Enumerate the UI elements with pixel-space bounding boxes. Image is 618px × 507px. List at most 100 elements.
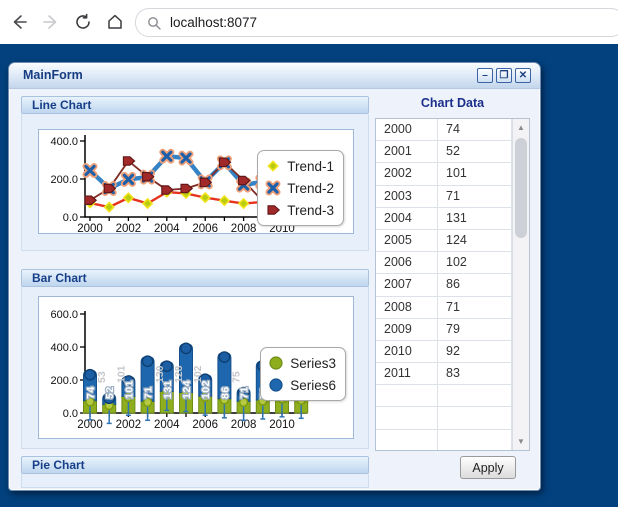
back-icon[interactable] [10,13,28,31]
legend-item-series6: Series6 [268,374,336,396]
legend-item-trend-1: Trend-1 [265,155,334,177]
svg-text:102: 102 [200,380,212,399]
table-row[interactable]: 2008 71 [376,296,512,319]
year-cell[interactable] [376,407,438,429]
table-row[interactable] [376,429,512,450]
reload-icon[interactable] [74,13,92,31]
legend-item-trend-3: Trend-3 [265,199,334,221]
svg-text:75: 75 [231,371,243,383]
table-scrollbar[interactable]: ▲ ▼ [512,119,529,450]
table-row[interactable]: 2007 86 [376,274,512,297]
bar-chart-group: Bar Chart 0.0 200.0 400.0 600.0 2000 2002 2004… [21,269,369,449]
svg-text:71: 71 [143,386,155,399]
svg-text:2004: 2004 [154,419,180,431]
home-icon[interactable] [106,13,124,31]
svg-text:102: 102 [192,365,204,383]
svg-text:0.0: 0.0 [63,212,78,224]
value-cell[interactable]: 92 [438,340,512,363]
value-cell[interactable]: 74 [438,119,512,141]
svg-text:53: 53 [96,371,108,383]
year-cell[interactable]: 2006 [376,252,438,274]
svg-text:600.0: 600.0 [50,309,78,321]
year-cell[interactable]: 2005 [376,229,438,252]
svg-text:130: 130 [154,365,166,383]
table-row[interactable]: 2003 71 [376,185,512,208]
year-cell[interactable] [376,385,438,407]
table-row[interactable]: 2009 79 [376,318,512,341]
table-body: 2000 74 2001 52 2002 101 2003 71 2004 131 2005 124 2… [376,119,512,450]
bar-chart: 0.0 200.0 400.0 600.0 2000 2002 2004 2006 2008 20… [50,309,309,431]
line-chart-legend: Trend-1 Trend-2 Trend-3 [257,150,344,226]
svg-text:101: 101 [115,365,127,383]
value-cell[interactable] [438,385,512,407]
value-cell[interactable] [438,407,512,429]
window-titlebar[interactable]: MainForm – ❐ ✕ [9,63,540,89]
svg-text:52: 52 [104,386,116,399]
year-cell[interactable] [376,429,438,450]
line-chart-header: Line Chart [21,96,369,114]
close-button[interactable]: ✕ [515,68,531,83]
bar-chart-legend: Series3 Series6 [260,347,346,401]
scrollbar-thumb[interactable] [515,138,527,238]
page-background: MainForm – ❐ ✕ Line Chart 0.0 200.0 400.0 2… [0,44,618,507]
year-cell[interactable]: 2002 [376,163,438,185]
year-cell[interactable]: 2001 [376,141,438,163]
table-row[interactable]: 2005 124 [376,229,512,253]
forward-icon [42,13,60,31]
svg-text:200.0: 200.0 [50,174,78,186]
table-row[interactable] [376,385,512,408]
value-cell[interactable]: 101 [438,163,512,185]
table-row[interactable]: 2010 92 [376,340,512,364]
table-title: Chart Data [420,96,485,110]
value-cell[interactable]: 71 [438,185,512,207]
svg-text:0.0: 0.0 [63,408,78,420]
svg-text:2000: 2000 [77,419,103,431]
year-cell[interactable]: 2007 [376,274,438,296]
svg-text:2000: 2000 [77,223,103,233]
value-cell[interactable]: 71 [438,296,512,318]
value-cell[interactable]: 86 [438,274,512,296]
minimize-button[interactable]: – [477,68,493,83]
svg-text:124: 124 [181,380,193,399]
table-row[interactable]: 2004 131 [376,207,512,230]
data-column: Chart Data 2000 74 2001 52 2002 101 2003 71 2004… [375,96,530,479]
value-cell[interactable]: 124 [438,229,512,252]
svg-text:86: 86 [219,386,231,399]
year-cell[interactable]: 2003 [376,185,438,207]
value-cell[interactable]: 52 [438,141,512,163]
year-cell[interactable]: 2008 [376,296,438,318]
window-title: MainForm [23,68,83,82]
line-chart-group: Line Chart 0.0 200.0 400.0 2000 2002 2004 2006… [21,96,369,251]
maximize-button[interactable]: ❐ [496,68,512,83]
svg-text:2006: 2006 [192,419,218,431]
table-row[interactable]: 2002 101 [376,163,512,186]
value-cell[interactable]: 102 [438,252,512,274]
value-cell[interactable]: 131 [438,207,512,229]
table-row[interactable] [376,407,512,430]
year-cell[interactable]: 2009 [376,318,438,340]
value-cell[interactable] [438,429,512,450]
scroll-down-icon[interactable]: ▼ [517,437,525,446]
table-row[interactable]: 2000 74 [376,119,512,142]
mainform-window: MainForm – ❐ ✕ Line Chart 0.0 200.0 400.0 2… [8,62,541,491]
year-cell[interactable]: 2000 [376,119,438,141]
year-cell[interactable]: 2010 [376,340,438,363]
legend-item-series3: Series3 [268,352,336,374]
scroll-up-icon[interactable]: ▲ [517,123,525,132]
svg-text:2010: 2010 [269,419,295,431]
table-row[interactable]: 2011 83 [376,363,512,386]
table-row[interactable]: 2006 102 [376,252,512,275]
svg-text:200.0: 200.0 [50,375,78,387]
table-row[interactable]: 2001 52 [376,141,512,164]
address-bar[interactable]: localhost:8077 [135,8,618,37]
svg-text:2008: 2008 [231,223,257,233]
value-cell[interactable]: 83 [438,363,512,385]
year-cell[interactable]: 2004 [376,207,438,229]
svg-text:400.0: 400.0 [50,136,78,148]
apply-button[interactable]: Apply [460,456,516,479]
svg-text:2002: 2002 [116,223,142,233]
url-text: localhost:8077 [170,15,258,30]
svg-text:2010: 2010 [269,223,295,233]
year-cell[interactable]: 2011 [376,363,438,385]
value-cell[interactable]: 79 [438,318,512,340]
